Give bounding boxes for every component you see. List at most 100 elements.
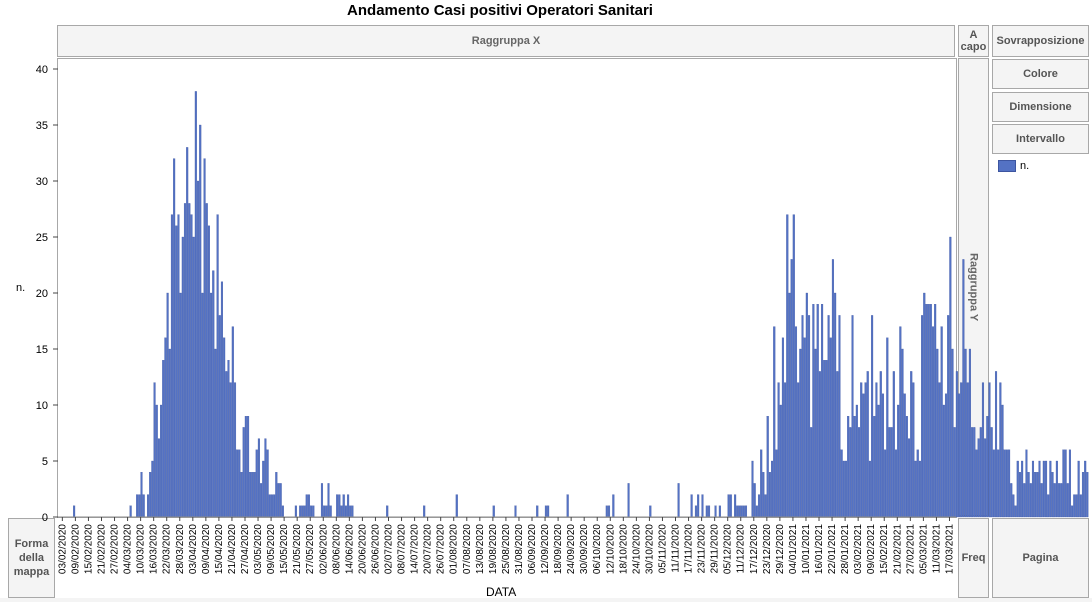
interval-button[interactable]: Intervallo xyxy=(992,124,1089,154)
bar xyxy=(1018,472,1021,518)
bar xyxy=(994,371,998,518)
bar xyxy=(992,449,995,518)
x-tick-label: 17/03/2021 xyxy=(944,524,955,574)
bar xyxy=(1038,460,1041,518)
x-tick-label: 03/02/2020 xyxy=(57,524,68,574)
bar xyxy=(1081,472,1085,518)
x-tick-label: 28/03/2020 xyxy=(175,524,186,574)
plot-area[interactable] xyxy=(57,58,957,518)
legend-label: n. xyxy=(1020,160,1030,172)
x-tick-label: 21/04/2020 xyxy=(227,524,238,574)
x-tick-label: 15/04/2020 xyxy=(214,524,225,574)
x-tick-label: 11/12/2020 xyxy=(736,524,747,574)
bar xyxy=(1023,483,1026,518)
x-tick-label: 15/02/2020 xyxy=(83,524,94,574)
y-tick-label: 25 xyxy=(36,232,48,244)
bar xyxy=(1062,449,1065,518)
x-tick-label: 06/09/2020 xyxy=(527,524,538,574)
x-tick-label: 23/12/2020 xyxy=(762,524,773,574)
bar xyxy=(1047,494,1050,518)
x-tick-label: 24/10/2020 xyxy=(631,524,642,574)
freq-zone[interactable]: Freq xyxy=(958,518,989,598)
group-y-zone[interactable]: Raggruppa Y xyxy=(958,58,989,516)
x-tick-label: 09/05/2020 xyxy=(266,524,277,574)
x-tick-label: 15/02/2021 xyxy=(879,524,890,574)
group-x-zone[interactable]: Raggruppa X xyxy=(57,25,955,57)
bar xyxy=(1005,449,1008,518)
x-tick-label: 27/02/2021 xyxy=(905,524,916,574)
x-tick-label: 18/10/2020 xyxy=(618,524,629,574)
bar xyxy=(997,449,1000,518)
bar xyxy=(1084,460,1087,518)
bar xyxy=(1008,449,1011,518)
bar xyxy=(1051,472,1054,518)
bar xyxy=(1045,460,1048,518)
bar xyxy=(1053,483,1056,518)
x-tick-label: 25/08/2020 xyxy=(501,524,512,574)
bar xyxy=(1029,483,1032,518)
x-tick-label: 08/07/2020 xyxy=(397,524,408,574)
bar xyxy=(1042,460,1045,518)
x-tick-label: 08/06/2020 xyxy=(331,524,342,574)
x-tick-label: 27/04/2020 xyxy=(240,524,251,574)
x-tick-label: 21/02/2020 xyxy=(96,524,107,574)
page-zone[interactable]: Pagina xyxy=(992,518,1089,598)
bar xyxy=(1068,449,1071,518)
x-tick-label: 22/01/2021 xyxy=(827,524,838,574)
x-tick-label: 04/03/2020 xyxy=(123,524,134,574)
group-y-label: Raggruppa Y xyxy=(967,252,980,322)
bar xyxy=(1073,494,1076,518)
x-tick-label: 21/02/2021 xyxy=(892,524,903,574)
bar xyxy=(1055,460,1058,518)
x-tick-label: 17/12/2020 xyxy=(749,524,760,574)
bar xyxy=(1064,449,1067,518)
bar xyxy=(1060,483,1063,518)
x-tick-label: 28/01/2021 xyxy=(840,524,851,574)
bar xyxy=(1025,449,1028,518)
x-tick-label: 14/07/2020 xyxy=(410,524,421,574)
bar xyxy=(1079,494,1082,518)
x-tick-label: 06/10/2020 xyxy=(592,524,603,574)
x-tick-label: 09/04/2020 xyxy=(201,524,212,574)
x-axis-label: DATA xyxy=(486,585,517,599)
x-tick-label: 24/09/2020 xyxy=(566,524,577,574)
bar xyxy=(1075,494,1078,518)
bar xyxy=(999,382,1002,518)
bottom-strip xyxy=(0,598,1092,602)
x-tick-label: 02/07/2020 xyxy=(383,524,394,574)
map-shape-zone[interactable]: Forma della mappa xyxy=(8,518,55,598)
wrap-zone[interactable]: A capo xyxy=(958,25,989,57)
x-tick-label: 20/06/2020 xyxy=(357,524,368,574)
x-tick-label: 05/03/2021 xyxy=(918,524,929,574)
y-tick-label: 10 xyxy=(36,400,48,412)
x-tick-label: 09/02/2020 xyxy=(70,524,81,574)
x-tick-label: 21/05/2020 xyxy=(292,524,303,574)
x-tick-label: 27/05/2020 xyxy=(305,524,316,574)
bar xyxy=(1086,472,1089,518)
x-tick-label: 05/12/2020 xyxy=(723,524,734,574)
y-axis-label: n. xyxy=(16,282,26,294)
size-button[interactable]: Dimensione xyxy=(992,92,1089,122)
x-tick-label: 22/03/2020 xyxy=(162,524,173,574)
x-tick-label: 29/11/2020 xyxy=(710,524,721,574)
bar xyxy=(1071,505,1074,518)
x-tick-label: 17/11/2020 xyxy=(684,524,695,574)
x-tick-label: 03/05/2020 xyxy=(253,524,264,574)
overlay-button[interactable]: Sovrapposizione xyxy=(992,25,1089,57)
bar xyxy=(1012,494,1015,518)
bar xyxy=(1077,460,1080,518)
bar xyxy=(1058,483,1061,518)
bar xyxy=(1014,505,1017,518)
x-tick-label: 16/03/2020 xyxy=(149,524,160,574)
color-button[interactable]: Colore xyxy=(992,59,1089,89)
bar xyxy=(990,427,993,518)
chart-title: Andamento Casi positivi Operatori Sanita… xyxy=(347,2,653,19)
x-tick-label: 14/06/2020 xyxy=(344,524,355,574)
x-tick-label: 20/07/2020 xyxy=(423,524,434,574)
x-tick-label: 03/02/2021 xyxy=(853,524,864,574)
y-tick-label: 15 xyxy=(36,344,48,356)
x-tick-label: 03/04/2020 xyxy=(188,524,199,574)
x-tick-label: 30/09/2020 xyxy=(579,524,590,574)
bar xyxy=(1034,472,1037,518)
x-tick-label: 04/01/2021 xyxy=(788,524,799,574)
